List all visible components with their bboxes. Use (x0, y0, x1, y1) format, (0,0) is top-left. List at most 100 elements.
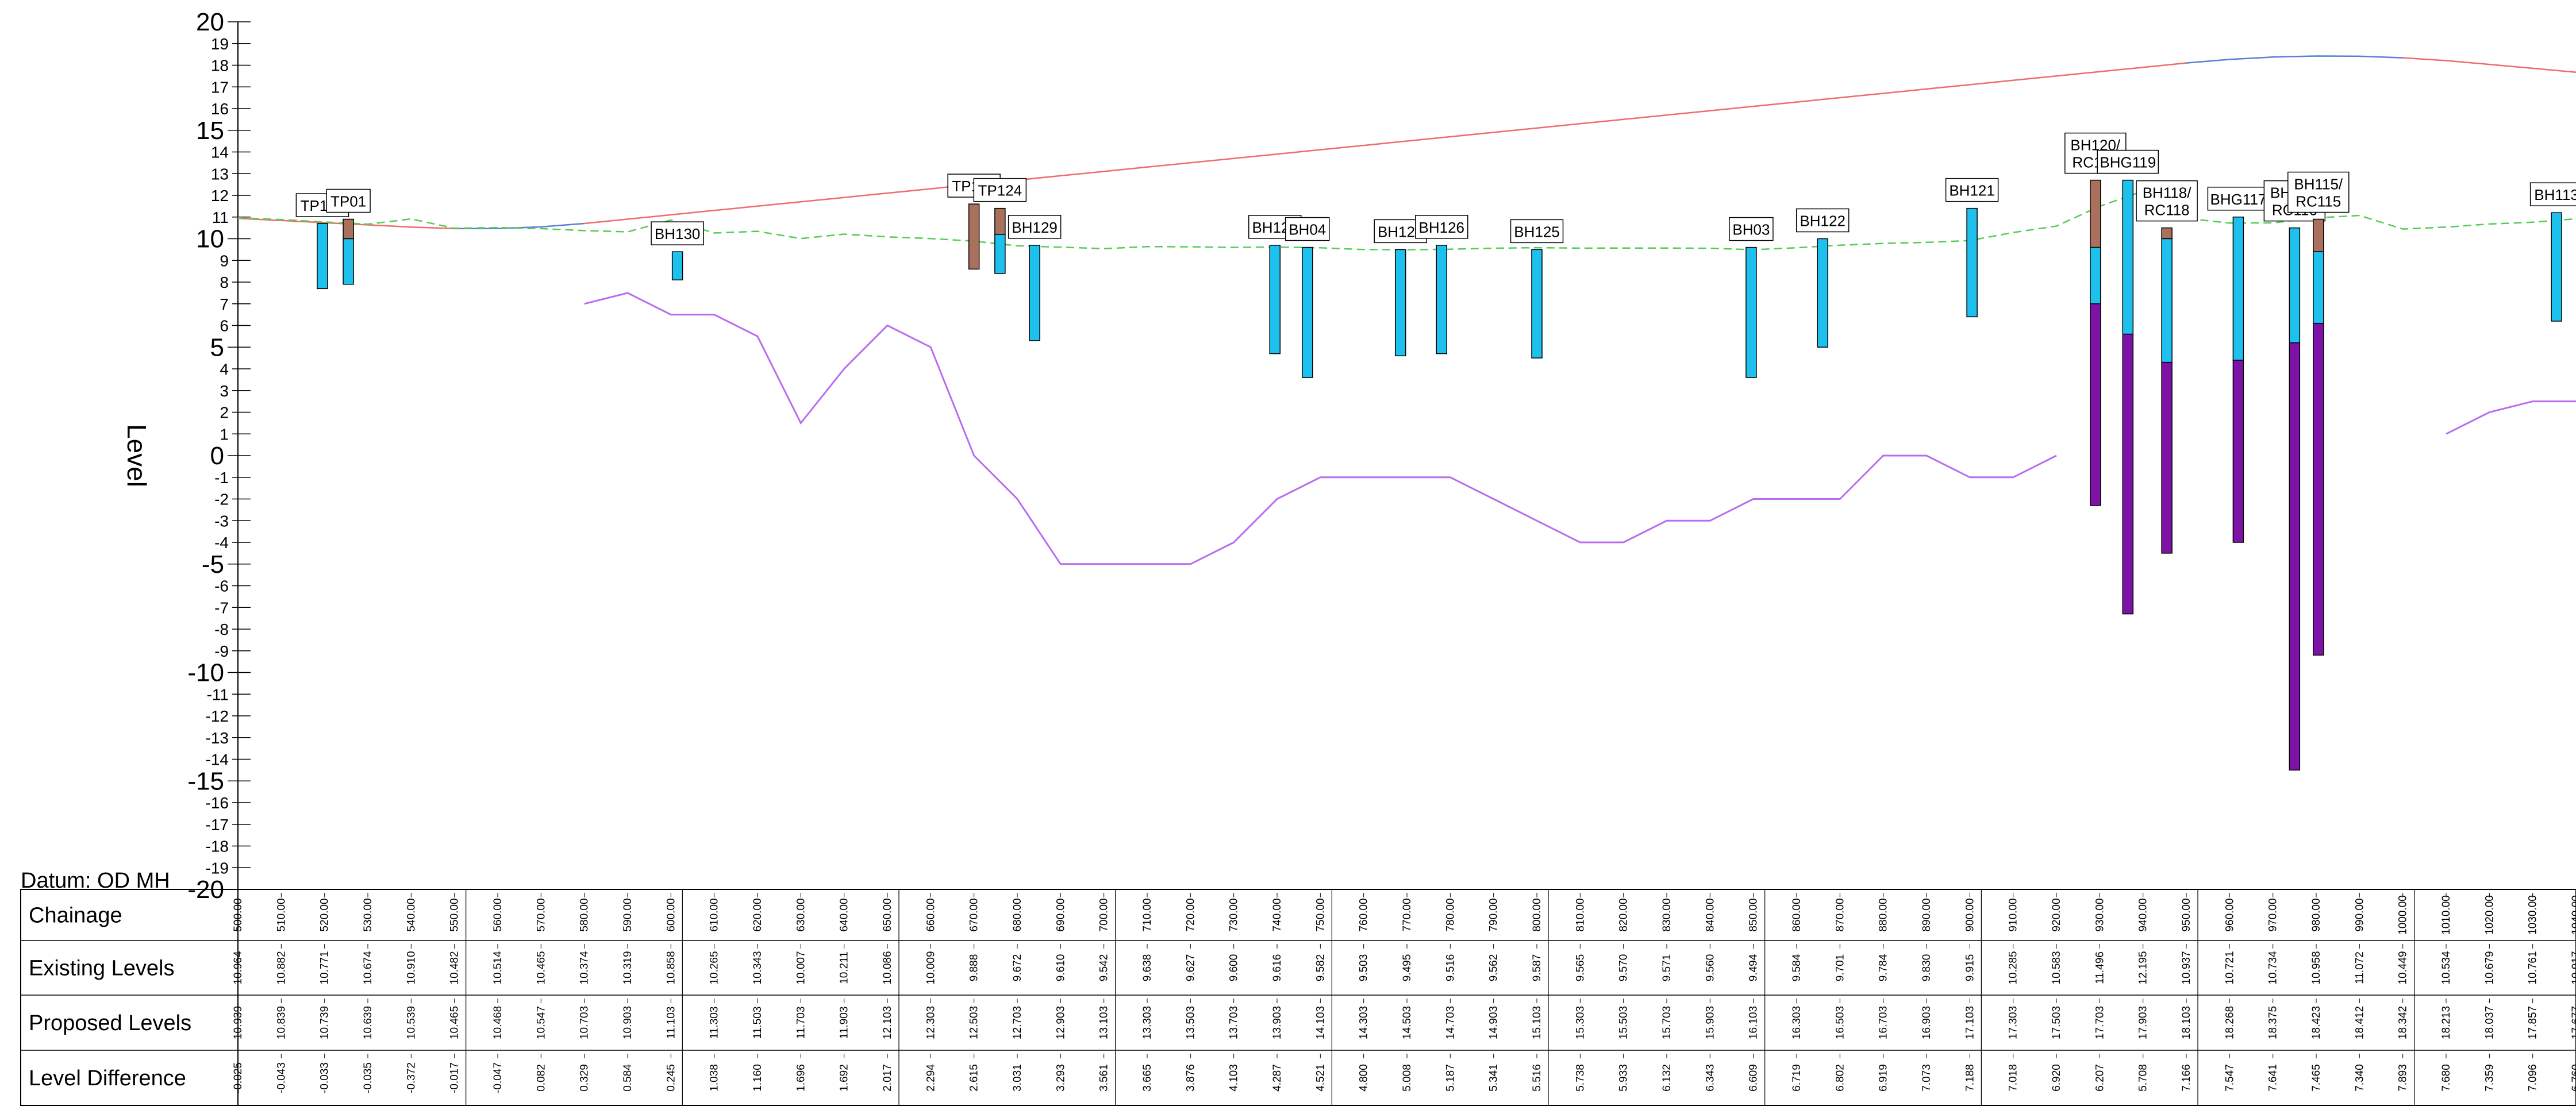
sand-layer (1029, 245, 1040, 341)
table-cell: 630.00 (795, 898, 807, 931)
table-cell: 10.739 (319, 1006, 331, 1039)
table-cell: 1000.00 (2397, 895, 2409, 935)
borehole[interactable]: BH113 (2529, 182, 2576, 322)
table-cell: 16.903 (1921, 1006, 1933, 1039)
table-cell: 600.00 (665, 898, 677, 931)
y-tick-label: -6 (214, 577, 229, 595)
y-tick-label: 16 (211, 100, 229, 118)
table-cell: 730.00 (1228, 898, 1240, 931)
borehole[interactable]: BH122 (1795, 208, 1850, 348)
profile-series (237, 55, 2576, 565)
y-tick-label: -7 (214, 599, 229, 616)
table-cell: 10.468 (492, 1006, 504, 1039)
table-cell: 17.103 (1964, 1006, 1976, 1039)
table-cell: 780.00 (1444, 898, 1456, 931)
table-cell: 10.547 (535, 1006, 547, 1039)
table-cell: 15.303 (1574, 1006, 1586, 1039)
borehole-label: BH115/ (2294, 176, 2343, 193)
table-cell: 18.375 (2267, 1006, 2279, 1039)
borehole[interactable]: BH120/RC120 (2064, 132, 2127, 506)
table-cell: 740.00 (1271, 898, 1283, 931)
sand-layer (343, 238, 354, 285)
borehole[interactable]: BH129 (1008, 215, 1062, 341)
table-cell: 6.760 (2570, 1064, 2576, 1092)
table-cell: 10.882 (275, 951, 287, 984)
table-cell: 15.503 (1618, 1006, 1630, 1039)
table-cell: 10.482 (449, 951, 461, 984)
borehole[interactable]: BH127 (1374, 219, 1427, 357)
sand-layer (2232, 217, 2244, 361)
y-tick-label: -3 (214, 512, 229, 530)
table-cell: 720.00 (1185, 898, 1197, 931)
table-cell: 9.672 (1012, 954, 1024, 982)
rock-layer (2161, 361, 2173, 554)
table-cell: 10.639 (362, 1006, 374, 1039)
table-cell: 570.00 (535, 898, 547, 931)
table-cell: 13.903 (1271, 1006, 1283, 1039)
sand-layer (1269, 245, 1281, 354)
borehole[interactable]: BH130 (651, 221, 704, 280)
table-cell: 1020.00 (2483, 895, 2496, 935)
y-tick-label: -8 (214, 620, 229, 638)
borehole-label: BHG119 (2100, 154, 2156, 171)
borehole[interactable]: BH115/RC115 (2287, 171, 2350, 656)
table-cell: 17.503 (2051, 1006, 2063, 1039)
table-cell: 790.00 (1488, 898, 1500, 931)
table-cell: 10.917 (2570, 951, 2576, 984)
table-cell: 6.919 (1878, 1064, 1890, 1092)
table-cell: 13.303 (1141, 1006, 1154, 1039)
table-cell: 9.610 (1055, 954, 1067, 982)
table-cell: 10.858 (665, 951, 677, 984)
table-cell: 17.857 (2527, 1006, 2539, 1039)
table-cell: 5.187 (1444, 1064, 1456, 1092)
borehole-label-box (1729, 217, 1774, 241)
borehole[interactable]: BH125 (1510, 219, 1564, 359)
table-cell: 16.503 (1834, 1006, 1846, 1039)
table-cell: 9.495 (1401, 954, 1413, 982)
sand-layer (1966, 207, 1978, 318)
borehole[interactable]: TP124 (973, 178, 1027, 274)
borehole[interactable]: BH126 (1415, 215, 1468, 354)
table-cell: 10.319 (622, 951, 634, 984)
borehole-label: TP124 (978, 182, 1022, 199)
borehole[interactable]: BH121 (1945, 178, 1999, 318)
table-cell: 10.009 (925, 951, 937, 984)
borehole[interactable]: BHG117 (2207, 187, 2270, 543)
sand-layer (1301, 246, 1313, 378)
sand-layer (2122, 179, 2134, 335)
borehole-label-box (326, 188, 371, 213)
table-cell: 16.103 (1748, 1006, 1760, 1039)
table-cell: 10.958 (2310, 951, 2323, 984)
borehole[interactable]: BH04 (1285, 217, 1330, 378)
borehole[interactable]: BH03 (1729, 217, 1774, 378)
table-cell: 0.329 (579, 1064, 591, 1092)
y-tick-label: -10 (187, 659, 224, 687)
rock-layer (2090, 303, 2101, 506)
table-cell: 990.00 (2354, 898, 2366, 931)
table-cell: 18.412 (2354, 1006, 2366, 1039)
y-tick-label: -18 (206, 838, 229, 855)
table-cell: 10.374 (579, 951, 591, 985)
table-cell: 15.703 (1661, 1006, 1673, 1039)
borehole[interactable]: BHG119 (2097, 149, 2159, 615)
table-cell: 5.008 (1401, 1064, 1413, 1092)
table-cell: 530.00 (362, 898, 374, 931)
borehole-label: BH126 (1419, 219, 1465, 236)
table-cell: 10.734 (2267, 951, 2279, 985)
table-cell: 960.00 (2224, 898, 2236, 931)
borehole-label-box (2529, 182, 2576, 206)
table-cell: 10.514 (492, 951, 504, 985)
table-cell: 560.00 (492, 898, 504, 931)
table-row-title: Level Difference (29, 1066, 186, 1090)
y-tick-label: 17 (211, 78, 229, 96)
table-cell: 10.703 (579, 1006, 591, 1039)
table-cell: 4.103 (1228, 1064, 1240, 1092)
table-cell: 18.423 (2310, 1006, 2323, 1039)
table-cell: 10.534 (2440, 951, 2452, 985)
table-cell: 9.562 (1488, 954, 1500, 982)
rock-layer (2232, 360, 2244, 543)
table-cell: 9.570 (1618, 954, 1630, 982)
made-ground-layer (994, 207, 1006, 235)
borehole[interactable]: BH118/RC118 (2136, 180, 2198, 554)
borehole[interactable]: TP01 (326, 188, 371, 285)
